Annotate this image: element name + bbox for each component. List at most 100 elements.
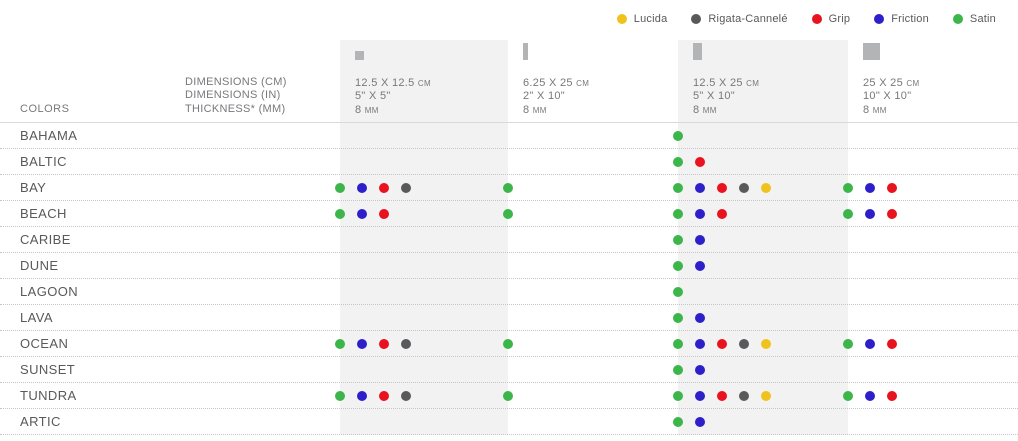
availability-cell bbox=[828, 208, 998, 219]
legend-item-rigata-cannele: Rigata-Cannelé bbox=[691, 13, 787, 25]
finish-dot-friction bbox=[695, 234, 705, 245]
dimensions-in-label: DIMENSIONS (IN) bbox=[185, 89, 281, 101]
finish-dot-satin bbox=[503, 390, 513, 401]
finish-dot-friction bbox=[357, 182, 367, 193]
finish-dot-satin bbox=[843, 208, 853, 219]
thickness-mm-label: THICKNESS* (MM) bbox=[185, 102, 286, 115]
finish-dot-grip bbox=[695, 156, 705, 167]
size-mm-line: 8 mm bbox=[693, 103, 717, 116]
finish-dot-lucida bbox=[761, 338, 771, 349]
lucida-dot bbox=[616, 14, 627, 24]
finish-dot-friction bbox=[695, 312, 705, 323]
finish-dot-grip bbox=[717, 182, 727, 193]
finish-dot-satin bbox=[843, 338, 853, 349]
size-column-header-1: 12.5 X 12.5 cm 5" X 5" 8 mm bbox=[340, 40, 508, 123]
finish-dot-satin bbox=[843, 182, 853, 193]
finish-dot-grip bbox=[887, 182, 897, 193]
availability-cell bbox=[488, 390, 658, 401]
size-dimension-lines: 12.5 X 25 cm 5" X 10" 8 mm bbox=[693, 77, 759, 118]
tile-size-icon bbox=[863, 43, 880, 60]
legend-item-satin: Satin bbox=[952, 13, 996, 25]
color-name: LAVA bbox=[20, 310, 53, 325]
finish-dot-satin bbox=[673, 364, 683, 375]
size-column-header-3: 12.5 X 25 cm 5" X 10" 8 mm bbox=[678, 40, 848, 123]
color-name: BEACH bbox=[20, 206, 67, 221]
size-mm-line: 8 mm bbox=[355, 103, 379, 116]
finish-dot-grip bbox=[379, 390, 389, 401]
availability-cell bbox=[658, 390, 828, 401]
finish-dot-lucida bbox=[761, 390, 771, 401]
availability-cell bbox=[488, 338, 658, 349]
availability-cell bbox=[320, 338, 488, 349]
availability-cell bbox=[828, 182, 998, 193]
availability-cell bbox=[828, 338, 998, 349]
finish-dot-rigata bbox=[401, 390, 411, 401]
size-in-line: 5" X 5" bbox=[355, 90, 391, 102]
column-shading-1 bbox=[340, 40, 508, 435]
table-row-ocean: OCEAN bbox=[0, 331, 1018, 357]
colors-column-header: COLORS bbox=[20, 103, 70, 115]
size-cm-line: 25 X 25 cm bbox=[863, 76, 920, 89]
color-name: DUNE bbox=[20, 258, 59, 273]
availability-cell bbox=[658, 416, 828, 427]
finish-dot-friction bbox=[865, 338, 875, 349]
finish-dot-satin bbox=[673, 286, 683, 297]
color-name: LAGOON bbox=[20, 284, 79, 299]
availability-cell bbox=[658, 260, 828, 271]
availability-cell bbox=[320, 182, 488, 193]
size-cm-line: 6.25 X 25 cm bbox=[523, 76, 590, 89]
size-in-line: 10" X 10" bbox=[863, 90, 912, 102]
finish-dot-grip bbox=[379, 338, 389, 349]
size-dimension-lines: 6.25 X 25 cm 2" X 10" 8 mm bbox=[523, 77, 589, 118]
finish-dot-grip bbox=[717, 338, 727, 349]
finish-dot-satin bbox=[503, 208, 513, 219]
availability-cell bbox=[658, 182, 828, 193]
finish-dot-friction bbox=[695, 364, 705, 375]
finish-dot-satin bbox=[503, 338, 513, 349]
availability-cell bbox=[488, 208, 658, 219]
finish-dot-lucida bbox=[761, 182, 771, 193]
finish-dot-rigata bbox=[739, 390, 749, 401]
finish-dot-satin bbox=[843, 390, 853, 401]
color-name: BAY bbox=[20, 180, 47, 195]
finish-dot-satin bbox=[673, 182, 683, 193]
table-body: BAHAMA BALTIC BAY BEACH CARIBE DUNE LAGOON LAVA… bbox=[0, 123, 1018, 435]
finish-dot-friction bbox=[695, 208, 705, 219]
availability-cell bbox=[658, 208, 828, 219]
legend-label: Rigata-Cannelé bbox=[708, 13, 788, 25]
legend-item-friction: Friction bbox=[874, 13, 929, 25]
availability-cell bbox=[658, 286, 828, 297]
size-cm-line: 12.5 X 25 cm bbox=[693, 76, 760, 89]
finish-dot-friction bbox=[695, 260, 705, 271]
friction-dot bbox=[874, 14, 885, 24]
finish-dot-grip bbox=[717, 208, 727, 219]
finish-dot-friction bbox=[695, 390, 705, 401]
availability-cell bbox=[320, 390, 488, 401]
table-row-caribe: CARIBE bbox=[0, 227, 1018, 253]
size-dimension-lines: 12.5 X 12.5 cm 5" X 5" 8 mm bbox=[355, 77, 431, 118]
finish-dot-satin bbox=[335, 182, 345, 193]
finish-dot-grip bbox=[717, 390, 727, 401]
finish-dot-friction bbox=[865, 390, 875, 401]
finish-dot-satin bbox=[673, 390, 683, 401]
finish-dot-friction bbox=[695, 338, 705, 349]
size-cm-line: 12.5 X 12.5 cm bbox=[355, 76, 431, 89]
finish-dot-satin bbox=[673, 156, 683, 167]
finish-dot-satin bbox=[335, 338, 345, 349]
finish-dot-grip bbox=[887, 390, 897, 401]
legend-label: Satin bbox=[969, 13, 996, 25]
finish-dot-friction bbox=[357, 390, 367, 401]
finish-dot-satin bbox=[673, 260, 683, 271]
size-in-line: 2" X 10" bbox=[523, 90, 566, 102]
tile-size-icon bbox=[355, 51, 364, 60]
size-column-header-4: 25 X 25 cm 10" X 10" 8 mm bbox=[848, 40, 1018, 123]
size-in-line: 5" X 10" bbox=[693, 90, 736, 102]
table-row-bay: BAY bbox=[0, 175, 1018, 201]
finish-dot-satin bbox=[673, 416, 683, 427]
finish-dot-grip bbox=[887, 208, 897, 219]
finish-dot-satin bbox=[335, 390, 345, 401]
availability-cell bbox=[658, 156, 828, 167]
availability-cell bbox=[320, 208, 488, 219]
finish-dot-grip bbox=[379, 182, 389, 193]
